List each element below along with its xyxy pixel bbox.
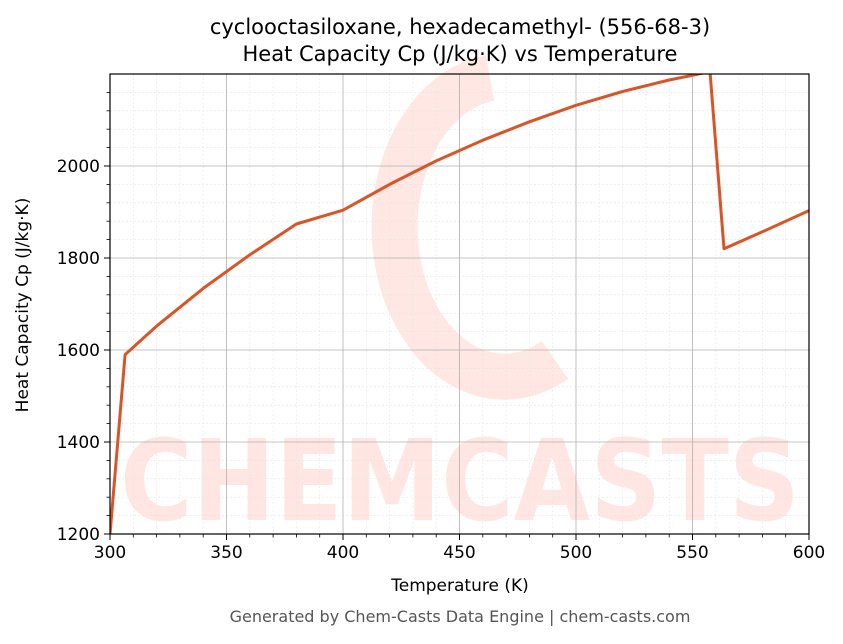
chart-title-line2: Heat Capacity Cp (J/kg·K) vs Temperature xyxy=(242,42,678,66)
y-tick-label: 2000 xyxy=(57,157,100,177)
watermark-logo-arc xyxy=(371,55,569,400)
x-axis-label: Temperature (K) xyxy=(391,576,529,596)
watermark-text: CHEMCASTS xyxy=(120,417,800,547)
chart-title-line1: cyclooctasiloxane, hexadecamethyl- (556-… xyxy=(209,15,711,39)
x-tick-label: 600 xyxy=(793,543,825,563)
x-tick-label: 300 xyxy=(94,543,126,563)
x-tick-label: 450 xyxy=(443,543,475,563)
y-axis-label: Heat Capacity Cp (J/kg·K) xyxy=(13,197,33,413)
x-tick-label: 350 xyxy=(210,543,242,563)
axis-ticks: 300 350 400 450 500 550 600 1200 1400 1600 1800 200… xyxy=(57,92,825,563)
cp-series-line xyxy=(110,74,809,534)
y-tick-label: 1600 xyxy=(57,341,100,361)
x-tick-label: 400 xyxy=(327,543,359,563)
series-layer xyxy=(110,74,809,534)
x-tick-label: 550 xyxy=(676,543,708,563)
x-tick-label: 500 xyxy=(560,543,592,563)
footer-credit: Generated by Chem-Casts Data Engine | ch… xyxy=(229,607,691,626)
y-tick-label: 1400 xyxy=(57,433,100,453)
y-tick-label: 1800 xyxy=(57,249,100,269)
y-tick-label: 1200 xyxy=(57,525,100,545)
chemcasts-watermark: CHEMCASTS xyxy=(120,55,800,547)
